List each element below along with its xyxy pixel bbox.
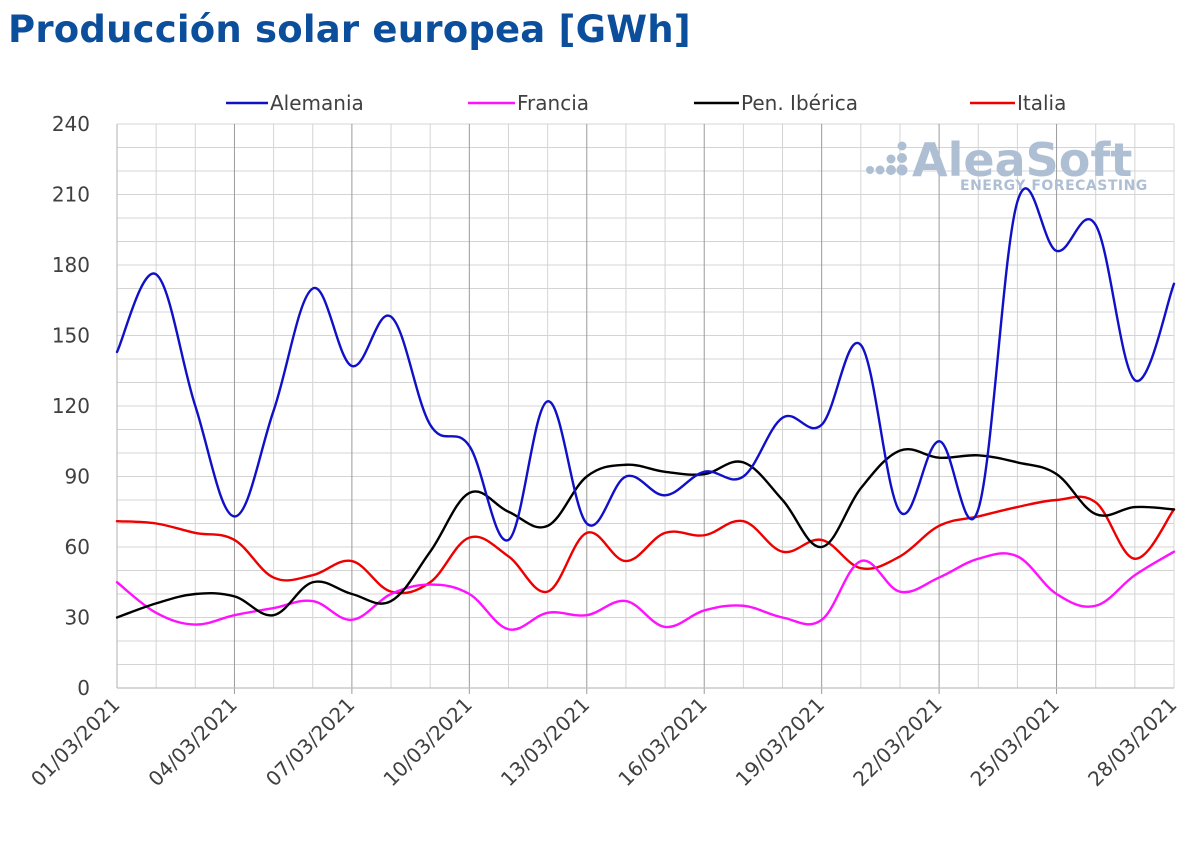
y-tick-label: 0 (77, 676, 90, 700)
x-tick-label: 22/03/2021 (848, 693, 946, 791)
page-title: Producción solar europea [GWh] (8, 8, 691, 51)
legend-label-francia: Francia (517, 91, 589, 115)
y-tick-label: 30 (65, 606, 90, 630)
y-tick-label: 210 (52, 183, 90, 207)
aleasoft-watermark: AleaSoft ENERGY FORECASTING (866, 133, 1148, 194)
x-tick-label: 04/03/2021 (143, 693, 241, 791)
series-line-pen-iberica (115, 448, 1176, 619)
legend: Alemania Francia Pen. Ibérica Italia (226, 91, 1066, 115)
y-tick-label: 240 (52, 112, 90, 136)
legend-label-pen-iberica: Pen. Ibérica (741, 91, 858, 115)
x-tick-label: 10/03/2021 (378, 693, 476, 791)
grid (116, 123, 1175, 694)
legend-label-alemania: Alemania (270, 91, 364, 115)
y-tick-label: 180 (52, 253, 90, 277)
series-line-alemania (115, 187, 1176, 542)
series (115, 187, 1176, 631)
watermark-tagline: ENERGY FORECASTING (960, 178, 1148, 194)
y-tick-label: 150 (52, 324, 90, 348)
dots-logo-icon (866, 141, 908, 176)
y-tick-label: 60 (65, 535, 90, 559)
x-tick-label: 16/03/2021 (613, 693, 711, 791)
legend-label-italia: Italia (1017, 91, 1066, 115)
axes: 0 30 60 90 120 150 180 210 240 01/03/2021 04/03/20… (26, 112, 1181, 791)
x-tick-label: 19/03/2021 (731, 693, 829, 791)
watermark-brand: AleaSoft (912, 133, 1132, 187)
x-tick-label: 07/03/2021 (261, 693, 359, 791)
x-tick-label: 25/03/2021 (966, 693, 1064, 791)
x-tick-label: 13/03/2021 (496, 693, 594, 791)
series-line-italia (115, 495, 1176, 595)
y-tick-label: 120 (52, 394, 90, 418)
y-tick-label: 90 (65, 465, 90, 489)
x-tick-label: 28/03/2021 (1083, 693, 1181, 791)
x-tick-label: 01/03/2021 (26, 693, 124, 791)
series-line-francia (115, 550, 1176, 631)
